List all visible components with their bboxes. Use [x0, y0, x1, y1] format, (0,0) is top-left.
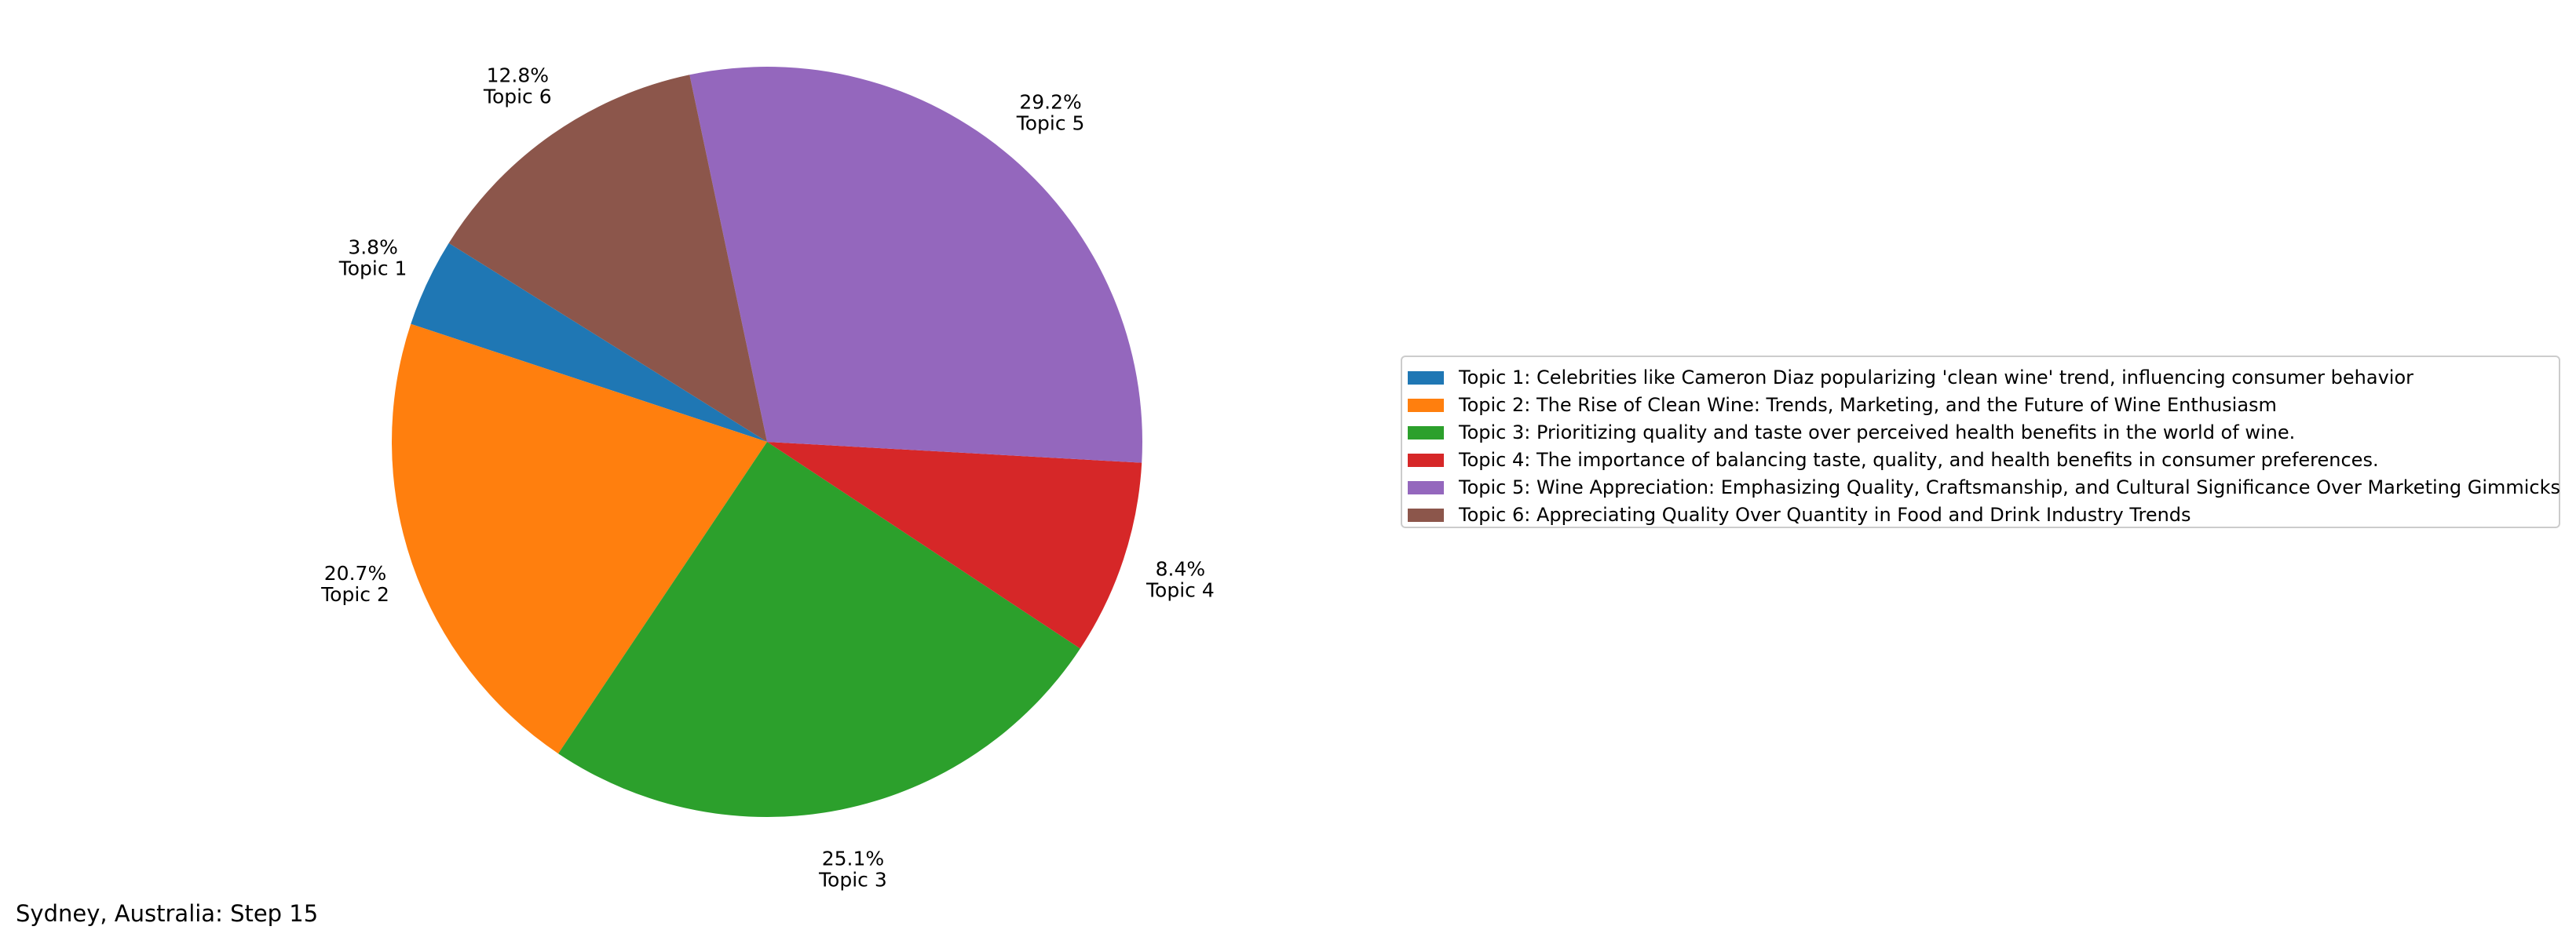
legend-entry-4: Topic 4: The importance of balancing tas…	[1458, 449, 2379, 471]
legend-entries: Topic 1: Celebrities like Cameron Diaz p…	[1408, 367, 2560, 526]
pie-slice-6-percent-label: 12.8%	[487, 64, 549, 87]
pie-slice-2-percent-label: 20.7%	[324, 562, 386, 585]
pie-slice-4-percent-label: 8.4%	[1156, 557, 1206, 580]
legend-entry-1: Topic 1: Celebrities like Cameron Diaz p…	[1458, 367, 2413, 388]
pie-slice-5-percent-label: 29.2%	[1019, 90, 1081, 113]
pie-slice-4	[767, 442, 1142, 649]
legend: Topic 1: Celebrities like Cameron Diaz p…	[1401, 356, 2560, 528]
pie-slice-3-name-label: Topic 3	[818, 869, 887, 892]
pie-slice-3	[558, 442, 1080, 817]
pie-slice-4-name-label: Topic 4	[1145, 578, 1215, 601]
legend-entry-3: Topic 3: Prioritizing quality and taste …	[1458, 421, 2295, 443]
pie-slice-5	[689, 67, 1142, 463]
legend-swatch-3	[1408, 426, 1444, 439]
chart-caption: Sydney, Australia: Step 15	[16, 900, 318, 927]
legend-swatch-5	[1408, 481, 1444, 494]
legend-entry-6: Topic 6: Appreciating Quality Over Quant…	[1458, 504, 2191, 526]
pie-slice-3-percent-label: 25.1%	[822, 848, 884, 870]
pie-slices	[392, 67, 1142, 817]
pie-slice-1-percent-label: 3.8%	[348, 235, 398, 258]
pie-slice-1	[411, 243, 767, 442]
legend-entry-5: Topic 5: Wine Appreciation: Emphasizing …	[1458, 476, 2560, 498]
legend-swatch-6	[1408, 509, 1444, 522]
pie-slice-5-name-label: Topic 5	[1016, 111, 1085, 134]
pie-slice-2	[392, 323, 767, 754]
pie-slice-6-name-label: Topic 6	[483, 86, 552, 108]
legend-swatch-2	[1408, 399, 1444, 412]
legend-swatch-1	[1408, 371, 1444, 385]
pie-slice-2-name-label: Topic 2	[320, 583, 389, 606]
legend-entry-2: Topic 2: The Rise of Clean Wine: Trends,…	[1458, 394, 2277, 416]
pie-slice-labels: 3.8%Topic 120.7%Topic 225.1%Topic 38.4%T…	[320, 64, 1215, 892]
legend-frame	[1401, 356, 2560, 528]
pie-slice-6	[448, 75, 767, 442]
legend-swatch-4	[1408, 454, 1444, 467]
pie-slice-1-name-label: Topic 1	[338, 257, 407, 279]
